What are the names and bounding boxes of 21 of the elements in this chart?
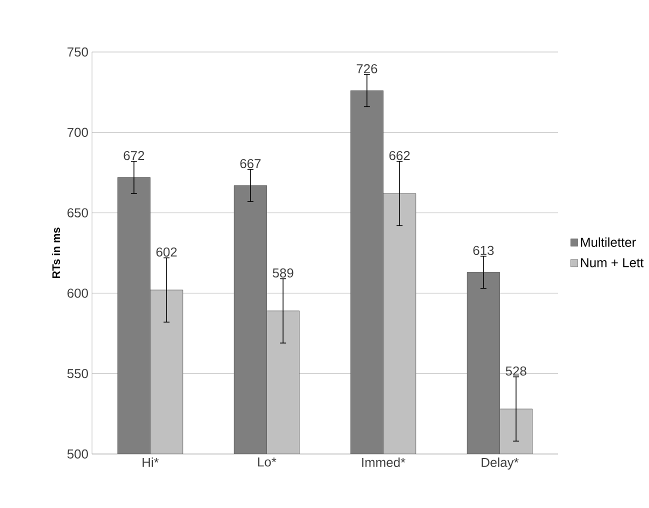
data-label: 613: [473, 246, 494, 256]
y-axis-title: RTs in ms: [52, 228, 60, 278]
data-label: 602: [156, 247, 177, 257]
data-label: 528: [506, 366, 526, 376]
legend-label: Multiletter: [581, 237, 636, 247]
y-tick-label: 750: [68, 47, 88, 57]
y-tick-label: 500: [67, 449, 88, 459]
y-tick-label: 600: [68, 288, 88, 298]
x-tick-label: Delay*: [482, 458, 519, 470]
y-tick-label: 650: [68, 208, 88, 218]
data-label: 662: [389, 150, 410, 160]
x-tick-label: Lo*: [258, 458, 276, 467]
x-tick-label: Hi*: [142, 458, 159, 467]
data-label: 667: [240, 159, 261, 168]
data-label: 726: [356, 64, 378, 74]
data-label: 672: [124, 150, 144, 160]
data-label: 589: [272, 268, 294, 278]
x-tick-label: Immed*: [362, 458, 406, 468]
y-tick-label: 550: [67, 369, 88, 378]
y-tick-label: 700: [68, 128, 88, 137]
legend-label: Num + Lett: [581, 258, 644, 268]
